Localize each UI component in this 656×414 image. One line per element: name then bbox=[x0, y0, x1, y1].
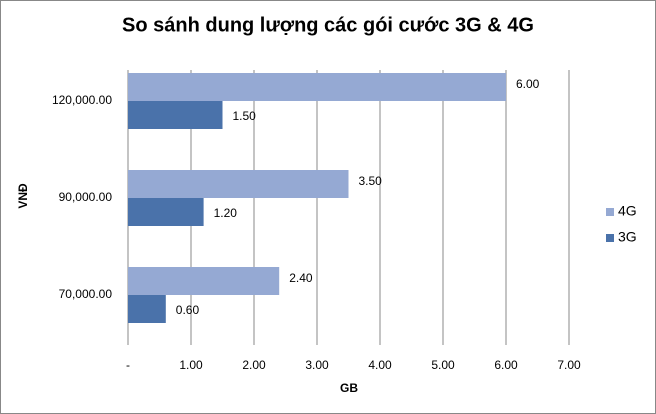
bar bbox=[128, 73, 506, 101]
bar bbox=[128, 295, 166, 323]
x-axis-label: GB bbox=[340, 381, 358, 395]
x-tick-label: 7.00 bbox=[557, 358, 581, 372]
bar bbox=[128, 101, 223, 129]
legend-label: 4G bbox=[618, 203, 637, 219]
x-tick-label: 4.00 bbox=[368, 358, 392, 372]
x-tick-label: 6.00 bbox=[494, 358, 518, 372]
legend-swatch bbox=[606, 208, 614, 216]
data-label: 6.00 bbox=[516, 77, 540, 91]
x-tick-label: 2.00 bbox=[242, 358, 266, 372]
y-tick-label: 70,000.00 bbox=[59, 287, 113, 301]
data-label: 2.40 bbox=[289, 271, 313, 285]
data-label: 1.20 bbox=[214, 206, 238, 220]
chart-title: So sánh dung lượng các gói cước 3G & 4G bbox=[122, 14, 534, 36]
y-axis-label: VNĐ bbox=[16, 183, 30, 209]
x-tick-label: 5.00 bbox=[431, 358, 455, 372]
x-tick-label: - bbox=[126, 358, 130, 372]
legend-label: 3G bbox=[618, 229, 637, 245]
bar bbox=[128, 198, 204, 226]
data-label: 0.60 bbox=[176, 303, 200, 317]
data-label: 3.50 bbox=[359, 174, 383, 188]
bar bbox=[128, 267, 280, 295]
x-tick-label: 1.00 bbox=[179, 358, 203, 372]
y-tick-label: 120,000.00 bbox=[52, 93, 112, 107]
bar bbox=[128, 170, 349, 198]
x-tick-label: 3.00 bbox=[305, 358, 329, 372]
data-label: 1.50 bbox=[233, 109, 257, 123]
y-tick-label: 90,000.00 bbox=[59, 190, 113, 204]
legend-swatch bbox=[606, 234, 614, 242]
